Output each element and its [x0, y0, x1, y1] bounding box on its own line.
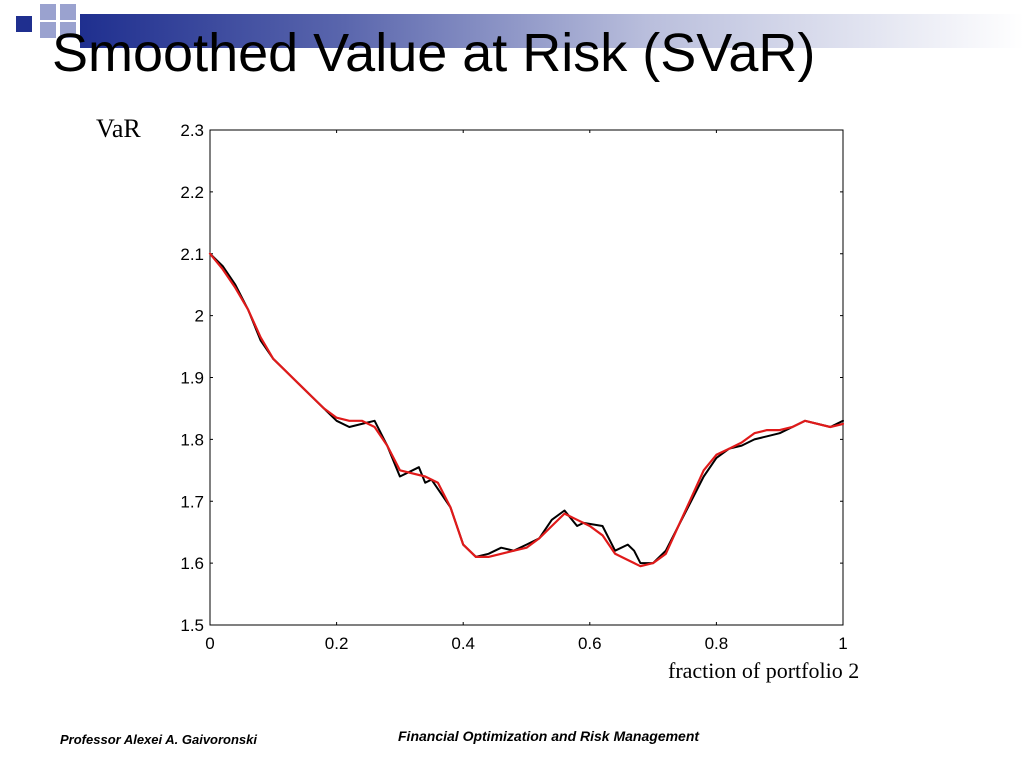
series-line-svar: [208, 252, 845, 568]
plot-frame: [209, 129, 844, 626]
x-tick-label: 0.2: [325, 634, 349, 653]
y-axis-label: VaR: [96, 114, 141, 143]
x-tick-label: 0.4: [451, 634, 475, 653]
accent-square-2: [40, 4, 56, 20]
x-axis-label: fraction of portfolio 2: [668, 658, 860, 683]
y-tick-label: 1.6: [180, 554, 204, 573]
y-tick-labels: 1.5 1.6 1.7 1.8 1.9 2 2.1 2.2 2.3: [180, 121, 204, 635]
footer-course: Financial Optimization and Risk Manageme…: [398, 728, 700, 744]
slide-title: Smoothed Value at Risk (SVaR): [52, 23, 816, 83]
series-lines: [208, 252, 845, 568]
y-tick-label: 1.7: [180, 492, 204, 511]
accent-square-5: [60, 22, 76, 38]
x-tick-labels: 0 0.2 0.4 0.6 0.8 1: [205, 634, 847, 653]
y-tick-label: 2: [195, 307, 204, 326]
y-tick-label: 1.5: [180, 616, 204, 635]
accent-square-4: [40, 22, 56, 38]
y-tick-label: 2.3: [180, 121, 204, 140]
x-tick-label: 0.6: [578, 634, 602, 653]
x-tick-label: 0: [205, 634, 214, 653]
accent-square-1: [16, 16, 32, 32]
tick-marks: [209, 129, 844, 626]
y-tick-label: 2.2: [180, 183, 204, 202]
y-tick-label: 1.9: [180, 369, 204, 388]
y-tick-label: 2.1: [180, 245, 204, 264]
accent-square-3: [60, 4, 76, 20]
y-tick-label: 1.8: [180, 430, 204, 449]
footer-author: Professor Alexei A. Gaivoronski: [60, 732, 257, 747]
series-line-var: [209, 252, 844, 565]
title-accent-bar: [80, 14, 1024, 48]
x-tick-label: 1: [838, 634, 847, 653]
x-tick-label: 0.8: [705, 634, 729, 653]
